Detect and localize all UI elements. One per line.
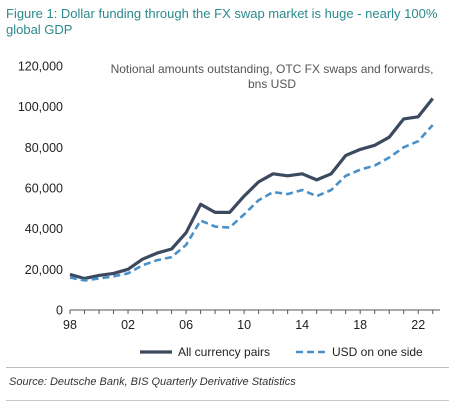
x-tick-label: 18 [353,318,367,332]
legend-label-usd-on-one-side: USD on one side [332,345,423,359]
x-tick-label: 10 [237,318,251,332]
y-tick-label: 100,000 [18,100,63,114]
x-axis: 98 02 06 10 14 18 22 [63,309,440,332]
y-tick-label: 20,000 [25,263,63,277]
y-axis: 0 20,000 40,000 60,000 80,000 100,000 120,000 [18,60,63,318]
x-tick-label: 22 [411,318,425,332]
figure-title: Figure 1: Dollar funding through the FX … [6,6,438,37]
divider [6,367,449,368]
legend: All currency pairs USD on one side [140,345,423,359]
y-tick-label: 60,000 [25,182,63,196]
x-tick-label: 98 [63,318,77,332]
y-tick-label: 0 [56,304,63,318]
series-layer [69,97,434,282]
y-tick-label: 120,000 [18,60,63,74]
y-tick-label: 80,000 [25,141,63,155]
x-tick-label: 14 [295,318,309,332]
series-line-all-currency-pairs [69,97,434,281]
chart-subtitle-line-2: bns USD [248,77,296,91]
x-tick-label: 02 [121,318,135,332]
chart-subtitle-line-1: Notional amounts outstanding, OTC FX swa… [111,62,434,76]
series-line-usd-on-one-side [69,124,434,282]
legend-label-all-currency-pairs: All currency pairs [178,345,270,359]
source-note: Source: Deutsche Bank, BIS Quarterly Der… [9,376,296,388]
x-tick-label: 06 [179,318,193,332]
y-tick-label: 40,000 [25,222,63,236]
bottom-rule [6,400,449,401]
